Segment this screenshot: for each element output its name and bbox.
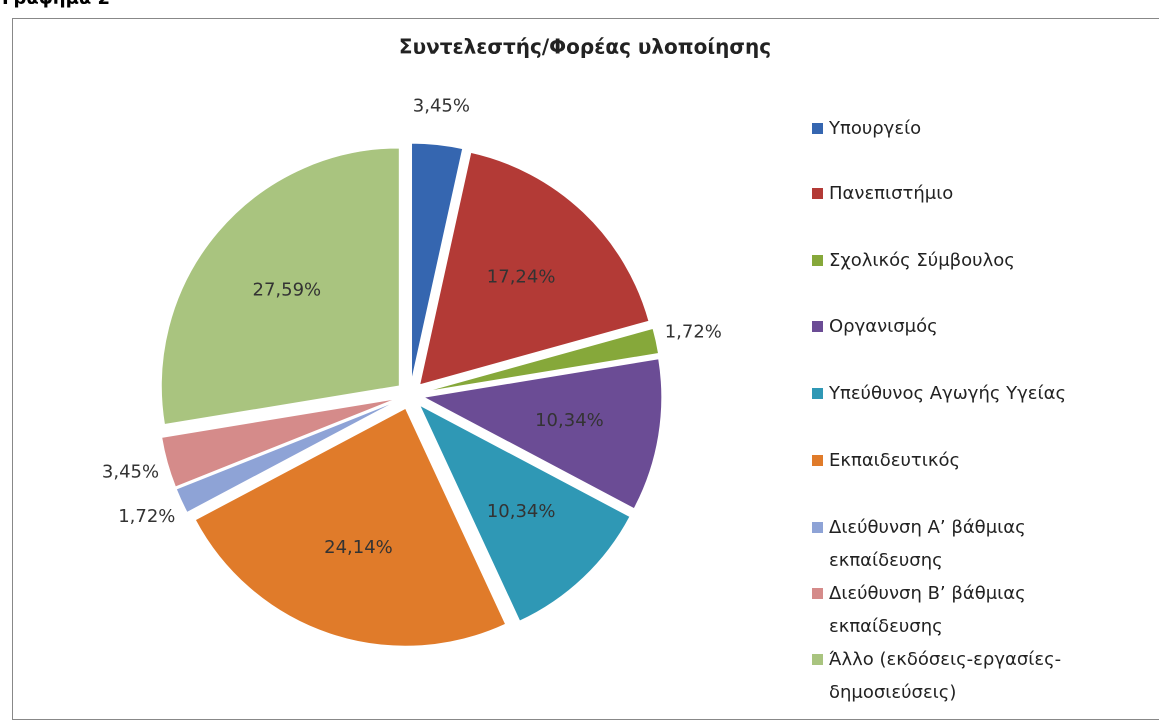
legend-label: Υπεύθυνος Αγωγής Υγείας bbox=[829, 383, 1067, 404]
data-label: 24,14% bbox=[324, 537, 393, 558]
legend-swatch bbox=[812, 188, 823, 199]
pie-slice bbox=[423, 327, 660, 393]
caption: Γράφημα 2 bbox=[2, 0, 110, 9]
legend-swatch bbox=[812, 255, 823, 266]
legend-item: Σχολικός Σύμβουλος bbox=[812, 244, 1142, 277]
data-label: 1,72% bbox=[118, 506, 175, 527]
legend-swatch bbox=[812, 654, 823, 665]
legend-item: Διεύθυνση Α’ βάθμιας εκπαίδευσης bbox=[812, 511, 1142, 577]
legend-label: Εκπαιδευτικός bbox=[829, 450, 961, 471]
pie-slice bbox=[411, 142, 464, 382]
legend-label: Σχολικός Σύμβουλος bbox=[829, 250, 1015, 271]
legend-label: Άλλο (εκδόσεις-εργασίες-δημοσιεύσεις) bbox=[829, 649, 1062, 703]
pie-slice bbox=[175, 400, 398, 514]
legend-swatch bbox=[812, 455, 823, 466]
pie-slice bbox=[418, 404, 631, 622]
legend-item: Εκπαιδευτικός bbox=[812, 444, 1142, 477]
chart-title: Συντελεστής/Φορέας υλοποίησης bbox=[399, 35, 771, 59]
pie-slice bbox=[160, 147, 400, 426]
legend-swatch bbox=[812, 522, 823, 533]
legend-swatch bbox=[812, 588, 823, 599]
data-label: 10,34% bbox=[535, 410, 604, 431]
data-label: 10,34% bbox=[487, 501, 556, 522]
legend-item: Πανεπιστήμιο bbox=[812, 177, 1142, 210]
pie-slice bbox=[161, 398, 397, 488]
data-label: 3,45% bbox=[413, 96, 470, 117]
legend-item: Οργανισμός bbox=[812, 310, 1142, 343]
legend-item: Υπεύθυνος Αγωγής Υγείας bbox=[812, 377, 1142, 410]
data-label: 27,59% bbox=[253, 279, 322, 300]
legend-label: Υπουργείο bbox=[829, 118, 922, 139]
legend-label: Διεύθυνση Α’ βάθμιας εκπαίδευσης bbox=[829, 517, 1026, 571]
data-label: 17,24% bbox=[487, 267, 556, 288]
legend-swatch bbox=[812, 123, 823, 134]
legend-swatch bbox=[812, 321, 823, 332]
legend-label: Πανεπιστήμιο bbox=[829, 183, 954, 204]
legend-item: Υπουργείο bbox=[812, 112, 1142, 145]
legend-item: Διεύθυνση Β’ βάθμιας εκπαίδευσης bbox=[812, 577, 1142, 643]
data-label: 1,72% bbox=[665, 322, 722, 343]
legend-swatch bbox=[812, 388, 823, 399]
legend-label: Οργανισμός bbox=[829, 316, 938, 337]
pie-slice bbox=[194, 407, 507, 647]
pie-slice bbox=[418, 151, 650, 386]
data-label: 3,45% bbox=[102, 462, 159, 483]
pie-slice bbox=[422, 358, 663, 510]
legend-item: Άλλο (εκδόσεις-εργασίες-δημοσιεύσεις) bbox=[812, 643, 1142, 709]
legend-label: Διεύθυνση Β’ βάθμιας εκπαίδευσης bbox=[829, 583, 1026, 637]
